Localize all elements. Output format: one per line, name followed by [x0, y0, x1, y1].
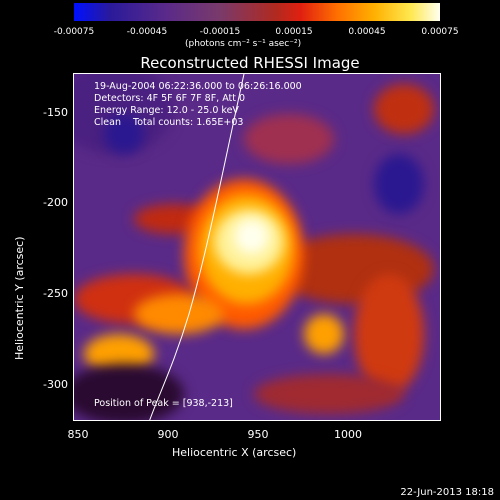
y-axis-label: Heliocentric Y (arcsec): [13, 236, 26, 360]
colorbar-tick: -0.00015: [199, 27, 241, 37]
y-tick-label: -200: [43, 196, 68, 209]
y-tick-label: -300: [43, 378, 68, 391]
info-line: 19-Aug-2004 06:22:36.000 to 06:26:16.000: [94, 81, 302, 92]
colorbar-tick: 0.00045: [348, 27, 386, 37]
colorbar: [74, 3, 440, 21]
colorbar-tick: -0.00045: [126, 27, 168, 37]
colorbar-tick: 0.00075: [421, 27, 459, 37]
info-line: Energy Range: 12.0 - 25.0 keV: [94, 105, 239, 116]
x-axis-label: Heliocentric X (arcsec): [172, 446, 297, 459]
timestamp: 22-Jun-2013 18:18: [400, 487, 494, 498]
info-line: Detectors: 4F 5F 6F 7F 8F, Att 0: [94, 93, 246, 104]
rhessi-image: 19-Aug-2004 06:22:36.000 to 06:26:16.000…: [73, 73, 441, 421]
y-tick-label: -150: [43, 106, 68, 119]
x-tick-label: 1000: [334, 428, 362, 441]
plot-title: Reconstructed RHESSI Image: [140, 54, 360, 72]
colorbar-unit: (photons cm⁻² s⁻¹ asec⁻²): [185, 39, 302, 49]
x-tick-label: 850: [67, 428, 89, 441]
x-tick-label: 900: [157, 428, 179, 441]
info-line: Clean Total counts: 1.65E+03: [94, 117, 244, 128]
y-tick-label: -250: [43, 287, 68, 300]
colorbar-tick: 0.00015: [275, 27, 313, 37]
colorbar-tick: -0.00075: [53, 27, 95, 37]
x-tick-label: 950: [247, 428, 269, 441]
limb-curve: [149, 74, 245, 420]
peak-position: Position of Peak = [938,-213]: [94, 398, 233, 409]
